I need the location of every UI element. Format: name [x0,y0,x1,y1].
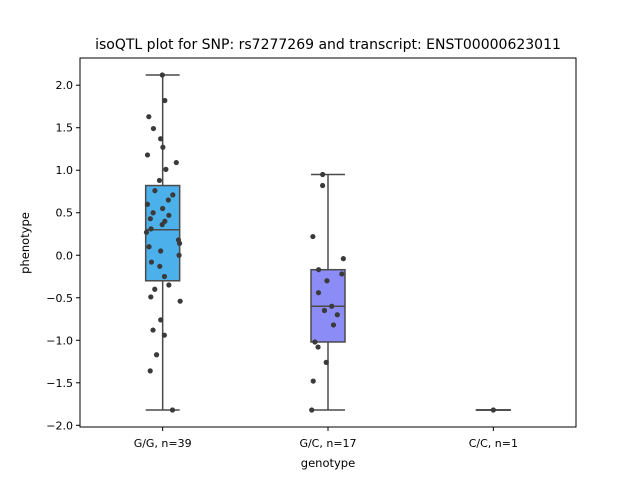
y-tick-label: 0.0 [56,249,74,262]
data-point [170,192,176,198]
data-point [166,212,172,218]
data-point [165,197,171,203]
data-point [161,332,167,338]
data-point [158,248,164,254]
data-point [150,210,156,216]
y-tick-label: −1.5 [46,377,73,390]
data-point [160,144,166,150]
data-point [148,226,154,232]
data-point [166,282,172,288]
y-tick-label: −2.0 [46,419,73,432]
data-point [153,352,160,358]
data-point [144,201,151,207]
data-point [176,240,183,246]
data-point [340,256,346,262]
data-point [312,339,318,345]
data-point [169,407,176,413]
data-point [147,216,153,222]
y-tick-label: −0.5 [46,292,73,305]
y-axis-label: phenotype [18,212,32,274]
box-group [144,74,181,411]
data-point [329,303,335,309]
data-point [315,267,322,273]
data-point [320,182,326,189]
data-point [158,136,164,142]
data-point [159,222,165,228]
data-point [159,72,165,78]
y-tick-label: 0.5 [56,207,74,220]
box [144,184,181,282]
data-point [310,378,316,384]
data-point [158,317,164,323]
x-axis: G/G, n=39 G/C, n=17 C/C, n=1 [134,427,518,450]
data-point [152,188,158,194]
data-point [323,359,329,365]
data-point [150,327,156,333]
data-point [339,271,345,277]
x-tick-label: C/C, n=1 [469,437,518,450]
data-point [173,159,179,166]
data-point [334,312,340,318]
data-point [177,298,183,304]
plot-area [143,72,512,413]
data-point [309,407,315,413]
x-tick-label: G/C, n=17 [299,437,356,450]
y-tick-label: 1.0 [56,164,74,177]
y-axis: −2.0 −1.5 −1.0 −0.5 0.0 0.5 1.0 1.5 2.0 [46,79,80,432]
data-point [156,177,163,184]
data-point [152,286,158,292]
data-point [162,97,168,104]
y-tick-label: −1.0 [46,334,73,347]
data-point [490,407,496,413]
data-point [176,252,182,258]
data-point [148,259,155,265]
data-point [321,307,328,314]
x-axis-label: genotype [301,456,355,470]
data-point [330,322,337,328]
y-tick-label: 2.0 [56,79,74,92]
data-point [310,233,316,240]
data-point [150,125,157,132]
data-point [144,152,151,158]
data-point [143,229,150,235]
chart-title: isoQTL plot for SNP: rs7277269 and trans… [95,37,561,53]
data-point [324,278,330,284]
data-point [163,166,169,172]
data-point [160,205,166,212]
data-point [157,263,163,269]
x-tick-label: G/G, n=39 [134,437,192,450]
data-point [147,368,153,374]
y-tick-label: 1.5 [56,122,74,135]
data-point [315,344,321,350]
data-point [161,273,168,280]
data-point [146,114,152,120]
data-point [320,171,326,178]
data-point [146,244,152,250]
data-point [148,294,154,300]
data-point [315,290,322,296]
